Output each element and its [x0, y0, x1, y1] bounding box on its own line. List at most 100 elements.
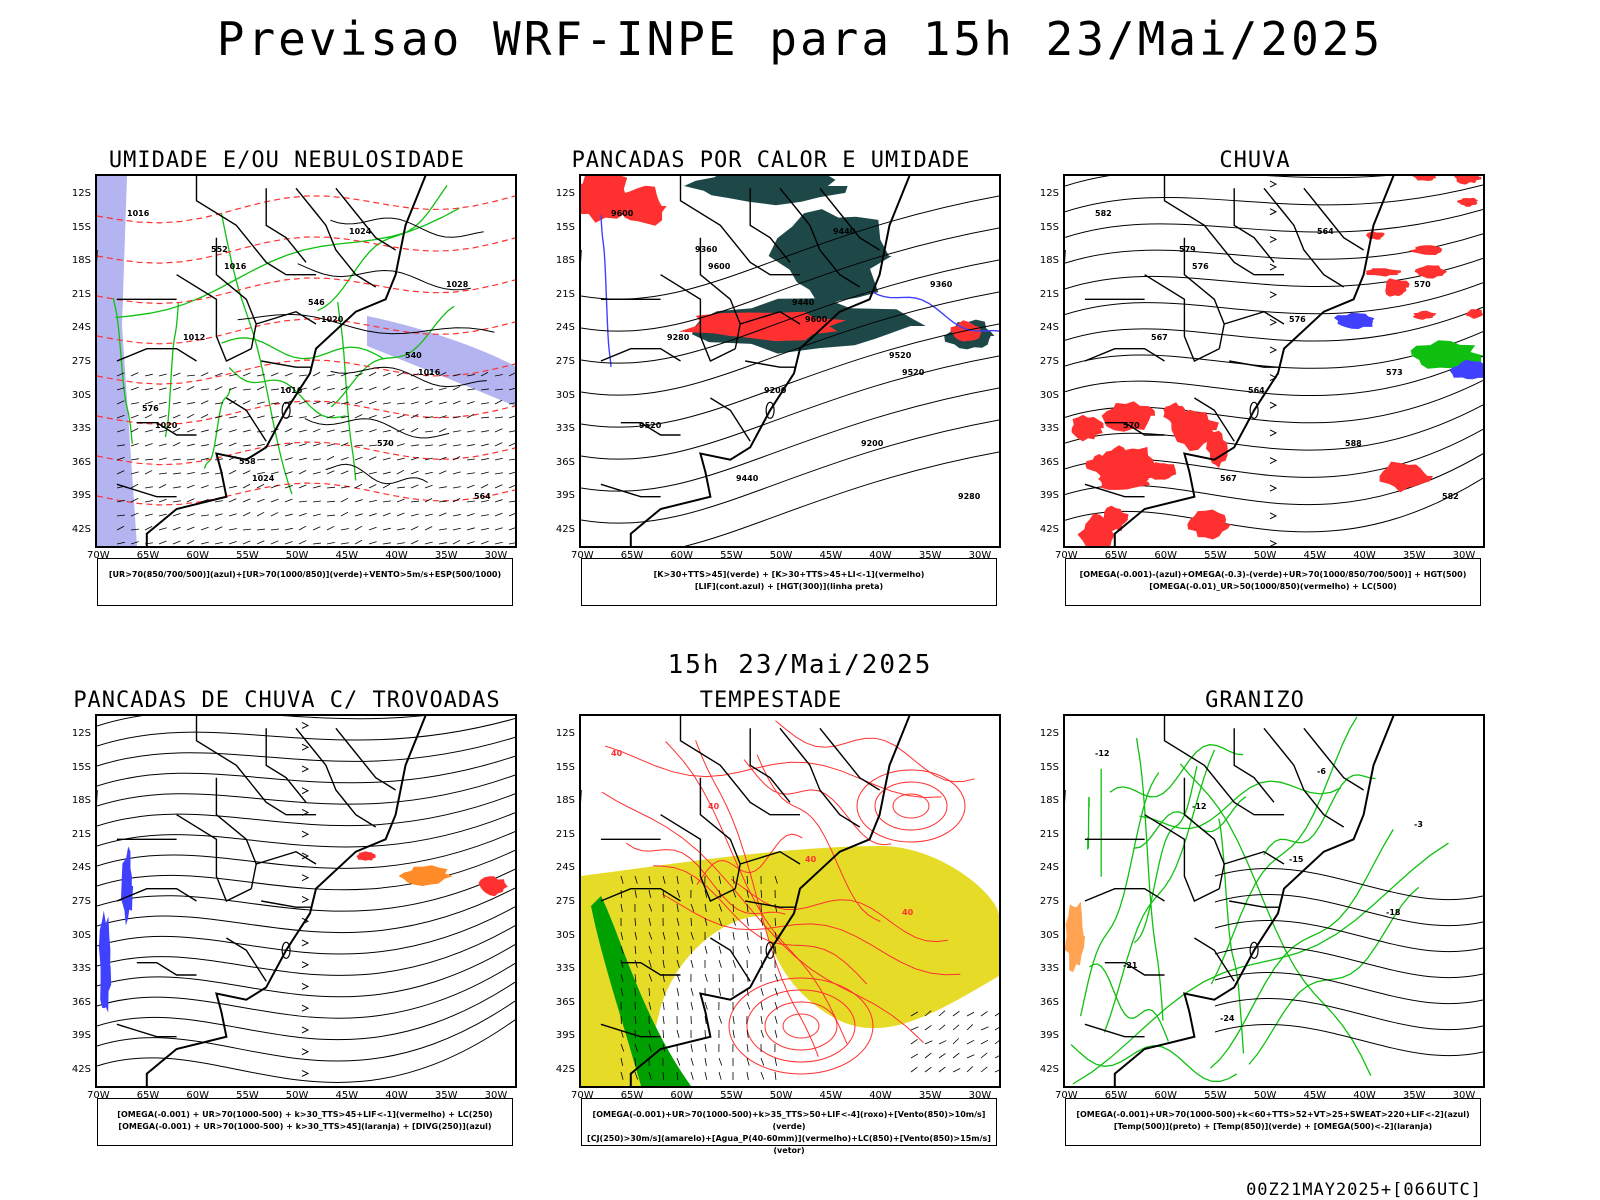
map-pancadas[interactable]: 9600 9600 9600 9520 9520 9440 9440 9360 9280 9200… [579, 174, 1001, 548]
wind-850-area [591, 896, 691, 1086]
map-trovoadas[interactable] [95, 714, 517, 1088]
wind-vector [662, 1029, 664, 1039]
wind-vector [396, 371, 405, 377]
contour-label: -18 [1386, 908, 1401, 917]
wind-vector [424, 388, 433, 391]
wind-vector [312, 485, 321, 489]
wind-vector [438, 415, 447, 419]
contour-label: 1012 [183, 333, 205, 342]
wind-vector [452, 486, 461, 489]
lon-tick-label: 40W [1353, 550, 1376, 561]
wind-vector [172, 513, 181, 517]
wind-vector [382, 457, 391, 461]
border [660, 814, 736, 902]
border [255, 310, 317, 325]
wind-vector [200, 484, 209, 489]
wind-vector [480, 458, 489, 461]
omega-rh-area [1414, 265, 1448, 279]
wind-vector [172, 486, 181, 489]
wind-vector [690, 945, 693, 955]
panel-title: PANCADAS POR CALOR E UMIDADE [571, 148, 971, 173]
wind-vector [368, 415, 377, 419]
wind-vector [662, 1071, 665, 1081]
lon-tick-label: 35W [1402, 550, 1426, 561]
legend-line: [OMEGA(-0.001)+UR>70(1000-500)+k<60+TTS>… [1076, 1110, 1470, 1119]
omega-rh-area [1365, 268, 1402, 277]
wind-vector [438, 512, 447, 517]
wind-vector [242, 388, 251, 391]
wind-vector [312, 542, 321, 545]
map-granizo[interactable]: -12 -12 -15 -18 -21 -24 -6 -3 [1063, 714, 1485, 1088]
border [1263, 727, 1345, 828]
wind-vector [270, 415, 279, 419]
coastline [629, 176, 911, 546]
wind-vector [340, 372, 349, 377]
wind-vector [480, 430, 489, 433]
wind-vector [620, 889, 623, 899]
lc-850-contour [665, 741, 848, 1045]
wind-vector [704, 1043, 707, 1052]
wind-vector [910, 1039, 918, 1045]
kindex-area [684, 176, 848, 206]
wind-vector [452, 527, 461, 531]
lat-tick-label: 30S [71, 389, 91, 401]
wind-vector [214, 500, 223, 503]
wind-vector [382, 512, 391, 517]
border [1084, 1023, 1145, 1038]
wind-vector [396, 443, 405, 447]
wind-vector [910, 1011, 919, 1017]
wind-vector [494, 416, 503, 419]
wind-vector [340, 442, 349, 447]
wind-vector [774, 1057, 778, 1066]
lon-tick-label: 30W [484, 1090, 508, 1101]
omega-rh-area [1077, 513, 1116, 546]
map-tempestade[interactable]: 40 40 40 40 [579, 714, 1001, 1088]
contour-label: 588 [1345, 439, 1362, 448]
wind-vector [690, 875, 694, 884]
contour-label: 1016 [224, 262, 247, 271]
wind-vector [270, 402, 279, 405]
wind-vector [298, 500, 307, 503]
high-contour [892, 793, 930, 819]
contour-label: 40 [805, 855, 817, 864]
wind-vector [732, 875, 735, 884]
isobar [297, 263, 471, 291]
contour-label: 9200 [764, 386, 787, 395]
wind-vector [284, 386, 293, 391]
temp-850-contour [1179, 763, 1372, 1076]
border [176, 814, 252, 902]
coastline [1113, 176, 1395, 546]
border [1223, 850, 1285, 865]
wind-vector [116, 541, 125, 545]
wind-vector [774, 973, 779, 982]
wind-vector [242, 498, 251, 503]
wind-vector [620, 959, 624, 968]
isobar [237, 313, 495, 335]
wind-vector [270, 484, 279, 489]
map-canvas [97, 716, 515, 1086]
lat-tick-label: 15S [71, 221, 91, 233]
stream-arrow [1269, 291, 1278, 299]
stream-arrow [1269, 263, 1278, 271]
map-umidade[interactable]: 1016 1016 1020 1016 1020 1024 1024 1028 1012 1016… [95, 174, 517, 548]
wind-vector [354, 430, 363, 433]
wind-vector [924, 1052, 932, 1059]
wind-vector [424, 430, 433, 433]
wind-vector [214, 415, 223, 419]
wind-vector [494, 399, 503, 405]
wind-vector [676, 959, 680, 968]
wind-vector [326, 429, 335, 433]
wind-vector [242, 444, 251, 447]
hgt-500-streamline [1065, 233, 1483, 264]
lon-tick-label: 55W [720, 550, 743, 561]
lon-tick-label: 40W [385, 550, 408, 561]
lat-tick-label: 33S [71, 423, 91, 435]
lagoon [765, 401, 775, 419]
wind-vector [368, 456, 377, 461]
wind-vector [368, 499, 377, 503]
map-chuva[interactable]: 582 576 576 573 570 567 564 570 567 564 588 582 579 [1063, 174, 1485, 548]
wind-vector [158, 415, 167, 419]
lat-tick-label: 15S [71, 761, 91, 773]
wind-vector [396, 528, 405, 531]
omega-rh-area [1071, 414, 1104, 442]
